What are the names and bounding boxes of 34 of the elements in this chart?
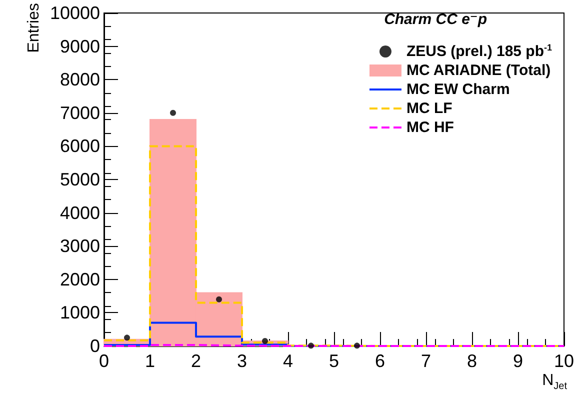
point <box>354 342 360 349</box>
y-tick-label: 7000 <box>60 102 100 123</box>
y-tick-label: 5000 <box>60 170 100 190</box>
legend-label: MC HF <box>406 119 454 136</box>
point <box>216 296 222 302</box>
x-tick-label: 7 <box>420 351 431 371</box>
legend-title: Charm CC e⁻p <box>384 11 488 28</box>
legend-label: MC ARIADNE (Total) <box>406 62 551 79</box>
x-tick-label: 8 <box>466 351 477 371</box>
y-tick-label: 10000 <box>50 3 100 23</box>
x-tick-label: 6 <box>374 351 385 371</box>
y-tick-label: 9000 <box>60 36 100 56</box>
x-tick-label: 1 <box>144 351 156 371</box>
x-tick-label: 4 <box>282 351 294 371</box>
y-tick-label: 1000 <box>60 302 100 323</box>
x-tick-label: 2 <box>190 351 202 371</box>
point <box>308 342 314 349</box>
x-axis-title: N$_{Jet}$ <box>542 372 567 392</box>
point <box>124 334 130 341</box>
y-tick-label: 2000 <box>60 269 100 290</box>
y-tick-label: 6000 <box>60 136 100 156</box>
y-axis-title: Entries <box>26 3 42 53</box>
x-tick-label: 9 <box>512 351 523 371</box>
x-tick-label: 10 <box>554 351 574 371</box>
y-tick-label: 3000 <box>60 236 100 256</box>
legend-label: MC EW Charm <box>406 81 510 98</box>
x-tick-label: 5 <box>328 351 339 371</box>
point <box>170 110 176 116</box>
y-tick-label: 8000 <box>60 70 100 90</box>
x-tick-label: 3 <box>236 351 248 371</box>
legend-label: MC LF <box>406 100 452 117</box>
y-tick-label: 4000 <box>60 202 100 223</box>
y-tick-label: 0 <box>90 336 100 356</box>
point <box>262 338 268 344</box>
